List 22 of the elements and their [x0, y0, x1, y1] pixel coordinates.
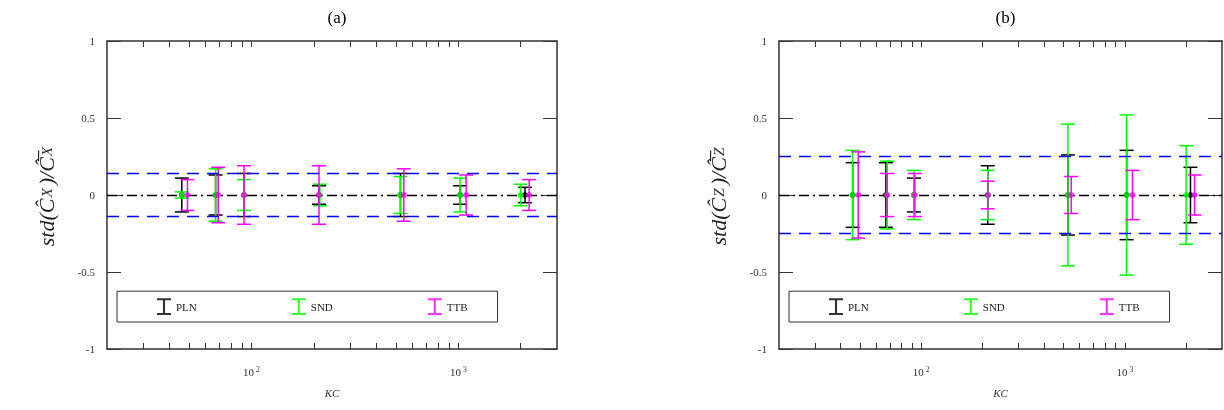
y-tick-label: -1 — [757, 343, 767, 355]
y-tick-label: 0.5 — [81, 112, 96, 124]
y-tick-label: 0.5 — [753, 112, 768, 124]
y-tick-label: -0.5 — [749, 266, 768, 278]
legend-label: TTB — [1118, 300, 1140, 313]
chart-title: (a) — [327, 8, 347, 27]
x-axis-title: KC — [323, 386, 340, 399]
legend-label: TTB — [446, 300, 468, 313]
y-axis-title: std(ĈX)/Ĉ̅X — [33, 146, 59, 247]
y-axis-title: std(ĈZ)/Ĉ̅Z — [705, 147, 731, 246]
legend-label: PLN — [848, 300, 869, 313]
y-tick-label: 1 — [89, 35, 95, 47]
legend-label: PLN — [176, 300, 197, 313]
chart-title: (b) — [995, 8, 1016, 27]
y-tick-label: 1 — [761, 35, 767, 47]
y-tick-label: -1 — [85, 343, 95, 355]
y-tick-label: -0.5 — [77, 266, 96, 278]
x-axis-title: KC — [992, 386, 1009, 399]
legend-label: SND — [310, 300, 333, 313]
legend-label: SND — [982, 300, 1005, 313]
y-tick-label: 0 — [89, 189, 96, 201]
y-tick-label: 0 — [761, 189, 768, 201]
